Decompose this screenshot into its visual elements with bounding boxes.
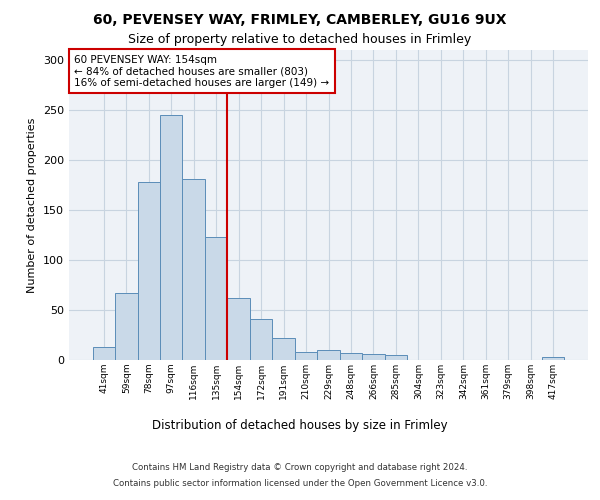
Bar xyxy=(385,355,407,360)
Bar xyxy=(205,237,227,360)
Text: Contains HM Land Registry data © Crown copyright and database right 2024.: Contains HM Land Registry data © Crown c… xyxy=(132,464,468,472)
Bar xyxy=(250,319,272,360)
Bar xyxy=(227,298,250,360)
Bar xyxy=(160,115,182,360)
Bar xyxy=(92,347,115,360)
Bar xyxy=(272,338,295,360)
Bar xyxy=(340,353,362,360)
Text: Distribution of detached houses by size in Frimley: Distribution of detached houses by size … xyxy=(152,420,448,432)
Bar xyxy=(137,182,160,360)
Bar xyxy=(542,357,565,360)
Text: 60, PEVENSEY WAY, FRIMLEY, CAMBERLEY, GU16 9UX: 60, PEVENSEY WAY, FRIMLEY, CAMBERLEY, GU… xyxy=(93,12,507,26)
Bar xyxy=(317,350,340,360)
Bar xyxy=(115,293,137,360)
Bar xyxy=(182,179,205,360)
Text: Size of property relative to detached houses in Frimley: Size of property relative to detached ho… xyxy=(128,32,472,46)
Text: 60 PEVENSEY WAY: 154sqm
← 84% of detached houses are smaller (803)
16% of semi-d: 60 PEVENSEY WAY: 154sqm ← 84% of detache… xyxy=(74,54,329,88)
Text: Contains public sector information licensed under the Open Government Licence v3: Contains public sector information licen… xyxy=(113,478,487,488)
Bar xyxy=(295,352,317,360)
Y-axis label: Number of detached properties: Number of detached properties xyxy=(28,118,37,292)
Bar xyxy=(362,354,385,360)
